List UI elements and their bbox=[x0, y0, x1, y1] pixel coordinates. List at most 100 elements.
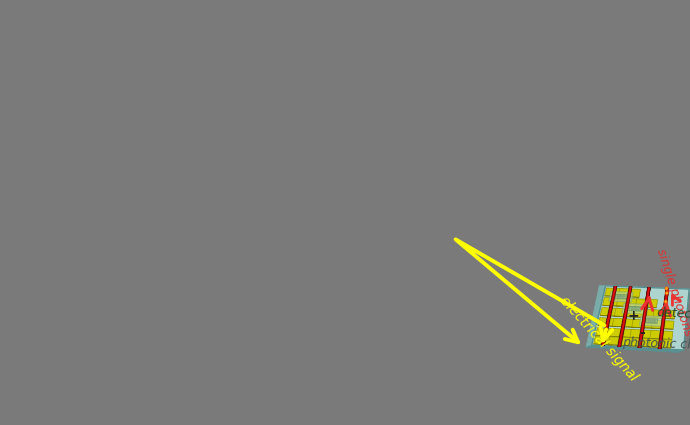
Circle shape bbox=[666, 292, 668, 295]
Polygon shape bbox=[612, 318, 622, 326]
Polygon shape bbox=[615, 289, 624, 296]
Polygon shape bbox=[618, 295, 625, 296]
Polygon shape bbox=[586, 345, 684, 352]
Polygon shape bbox=[640, 316, 664, 326]
Polygon shape bbox=[659, 288, 668, 349]
Polygon shape bbox=[593, 344, 601, 345]
Polygon shape bbox=[632, 319, 642, 327]
Polygon shape bbox=[631, 307, 640, 308]
Polygon shape bbox=[639, 288, 650, 348]
Polygon shape bbox=[611, 308, 620, 316]
Polygon shape bbox=[615, 296, 622, 297]
Circle shape bbox=[666, 288, 667, 289]
Circle shape bbox=[664, 300, 667, 303]
Polygon shape bbox=[644, 320, 655, 328]
Polygon shape bbox=[625, 319, 635, 327]
Polygon shape bbox=[622, 303, 648, 314]
Polygon shape bbox=[627, 309, 637, 317]
Polygon shape bbox=[625, 327, 634, 328]
Polygon shape bbox=[633, 317, 642, 318]
Polygon shape bbox=[653, 318, 662, 319]
Polygon shape bbox=[622, 337, 632, 346]
Polygon shape bbox=[644, 328, 653, 329]
Polygon shape bbox=[622, 345, 631, 346]
Circle shape bbox=[665, 301, 667, 302]
Text: detector: detector bbox=[656, 306, 690, 322]
Polygon shape bbox=[609, 345, 618, 346]
Polygon shape bbox=[614, 316, 623, 317]
Polygon shape bbox=[618, 287, 631, 347]
Polygon shape bbox=[598, 317, 607, 326]
Polygon shape bbox=[631, 297, 639, 298]
Text: photonic chip: photonic chip bbox=[622, 336, 690, 352]
Polygon shape bbox=[631, 310, 639, 311]
Polygon shape bbox=[665, 318, 674, 319]
Polygon shape bbox=[616, 306, 625, 307]
Circle shape bbox=[664, 300, 667, 303]
Polygon shape bbox=[614, 308, 624, 316]
Text: electrical signal: electrical signal bbox=[558, 294, 641, 384]
Polygon shape bbox=[651, 320, 661, 329]
Polygon shape bbox=[642, 338, 652, 347]
Polygon shape bbox=[658, 288, 669, 349]
Circle shape bbox=[664, 300, 667, 303]
Polygon shape bbox=[647, 309, 656, 318]
Polygon shape bbox=[601, 286, 617, 346]
Polygon shape bbox=[595, 335, 603, 336]
Polygon shape bbox=[607, 328, 615, 337]
Text: +: + bbox=[628, 309, 640, 323]
Polygon shape bbox=[650, 330, 660, 339]
Polygon shape bbox=[600, 308, 609, 316]
Polygon shape bbox=[612, 326, 621, 327]
Polygon shape bbox=[600, 315, 607, 316]
Polygon shape bbox=[609, 318, 618, 326]
Polygon shape bbox=[633, 309, 644, 317]
Polygon shape bbox=[609, 292, 633, 302]
Polygon shape bbox=[635, 299, 645, 307]
Polygon shape bbox=[613, 298, 622, 306]
Polygon shape bbox=[631, 289, 640, 297]
Text: single photons: single photons bbox=[654, 247, 690, 338]
Polygon shape bbox=[647, 322, 655, 323]
Polygon shape bbox=[609, 326, 616, 327]
Polygon shape bbox=[638, 287, 651, 348]
Polygon shape bbox=[663, 339, 672, 340]
Polygon shape bbox=[643, 330, 653, 338]
Polygon shape bbox=[664, 321, 674, 329]
Polygon shape bbox=[586, 286, 606, 347]
Polygon shape bbox=[662, 347, 671, 348]
Polygon shape bbox=[663, 331, 673, 339]
Polygon shape bbox=[605, 344, 613, 345]
Polygon shape bbox=[658, 288, 669, 349]
Polygon shape bbox=[659, 288, 668, 349]
Polygon shape bbox=[602, 305, 609, 306]
Circle shape bbox=[665, 301, 666, 302]
Polygon shape bbox=[610, 329, 620, 337]
Polygon shape bbox=[629, 306, 642, 311]
Polygon shape bbox=[602, 286, 616, 346]
Polygon shape bbox=[643, 338, 652, 339]
Polygon shape bbox=[616, 298, 627, 306]
Polygon shape bbox=[618, 287, 631, 347]
Circle shape bbox=[666, 292, 667, 294]
Polygon shape bbox=[592, 286, 689, 350]
Polygon shape bbox=[650, 338, 659, 339]
Polygon shape bbox=[615, 294, 627, 299]
Polygon shape bbox=[665, 310, 675, 319]
Circle shape bbox=[666, 288, 667, 289]
Polygon shape bbox=[638, 287, 651, 348]
Polygon shape bbox=[629, 338, 639, 346]
Circle shape bbox=[666, 292, 668, 294]
Polygon shape bbox=[629, 306, 638, 307]
Circle shape bbox=[666, 288, 667, 289]
Circle shape bbox=[664, 287, 669, 290]
Polygon shape bbox=[649, 339, 659, 347]
Polygon shape bbox=[649, 347, 658, 348]
Polygon shape bbox=[646, 319, 658, 323]
Polygon shape bbox=[607, 336, 614, 337]
Polygon shape bbox=[646, 317, 655, 318]
Polygon shape bbox=[604, 296, 611, 297]
Polygon shape bbox=[605, 337, 614, 345]
Polygon shape bbox=[662, 340, 672, 348]
Polygon shape bbox=[630, 329, 640, 338]
